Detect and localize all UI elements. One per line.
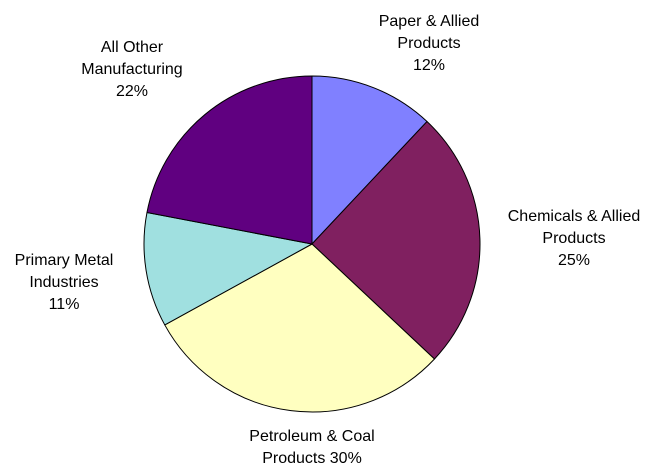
- pie-slices: [143, 75, 481, 413]
- pie-slice-primary-metal-industries: [143, 212, 313, 326]
- slice-label-line: Petroleum & Coal: [249, 428, 374, 445]
- slice-label-line: Products: [397, 35, 460, 52]
- slice-labels: Paper & Allied Products 12% Chemicals & All…: [15, 13, 641, 467]
- slice-label-line: Industries: [29, 274, 98, 291]
- pie-slice-paper-and-allied-products: [311, 75, 428, 245]
- slice-label-line: Products 30%: [262, 450, 362, 467]
- slice-label-chemicals-and-allied-products: Chemicals & Allied Products 25%: [508, 208, 641, 269]
- slice-label-primary-metal-industries: Primary Metal Industries 11%: [15, 252, 114, 313]
- slice-label-line: Manufacturing: [81, 61, 182, 78]
- slice-label-line: 11%: [49, 296, 80, 313]
- pie-slice-petroleum-and-coal-products: [164, 243, 435, 413]
- slice-label-line: 22%: [116, 83, 148, 100]
- pie-slice-all-other-manufacturing: [146, 75, 313, 245]
- slice-label-line: All Other: [101, 39, 164, 56]
- slice-label-line: 12%: [413, 57, 445, 74]
- pie-slice-chemicals-and-allied-products: [311, 121, 481, 360]
- slice-label-petroleum-and-coal-products: Petroleum & Coal Products 30%: [249, 428, 374, 467]
- slice-label-line: Products: [542, 230, 605, 247]
- slice-label-line: Primary Metal: [15, 252, 114, 269]
- slice-label-line: Paper & Allied: [379, 13, 480, 30]
- slice-label-line: 25%: [558, 252, 590, 269]
- slice-label-all-other-manufacturing: All Other Manufacturing 22%: [81, 39, 182, 100]
- slice-label-paper-and-allied-products: Paper & Allied Products 12%: [379, 13, 480, 74]
- slice-label-line: Chemicals & Allied: [508, 208, 641, 225]
